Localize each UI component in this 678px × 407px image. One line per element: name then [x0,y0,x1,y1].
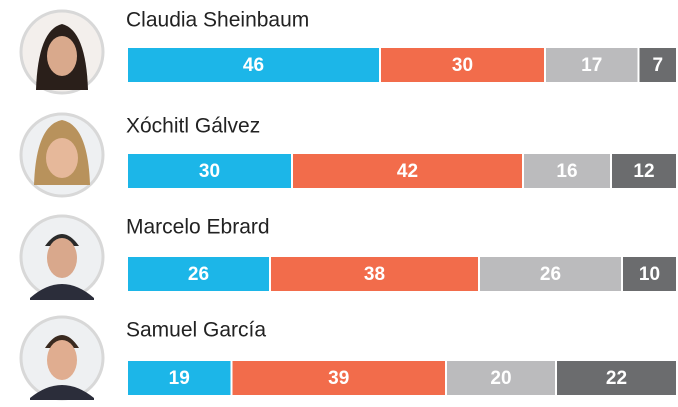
value-label: 30 [199,161,220,182]
candidate-name: Xóchitl Gálvez [126,115,260,138]
avatars [21,11,103,400]
avatar [21,11,103,93]
value-label: 39 [328,368,349,389]
value-label: 22 [606,368,627,389]
value-label: 26 [188,264,209,285]
avatar [21,216,103,300]
value-label: 38 [364,264,385,285]
value-label: 7 [652,55,663,76]
value-label: 26 [540,264,561,285]
candidate-name: Marcelo Ebrard [126,216,270,239]
avatar [21,317,103,400]
value-label: 17 [581,55,602,76]
value-label: 10 [639,264,660,285]
value-label: 12 [633,161,654,182]
value-label: 42 [397,161,418,182]
value-label: 19 [169,368,190,389]
value-label: 16 [556,161,577,182]
chart: Claudia Sheinbaum 46 30 17 7 Xóchitl Gálvez 30… [0,0,678,402]
value-label: 46 [243,55,264,76]
avatar [21,114,103,196]
value-label: 20 [490,368,511,389]
candidate-name: Claudia Sheinbaum [126,9,309,32]
candidate-name: Samuel García [126,319,266,342]
value-label: 30 [452,55,473,76]
